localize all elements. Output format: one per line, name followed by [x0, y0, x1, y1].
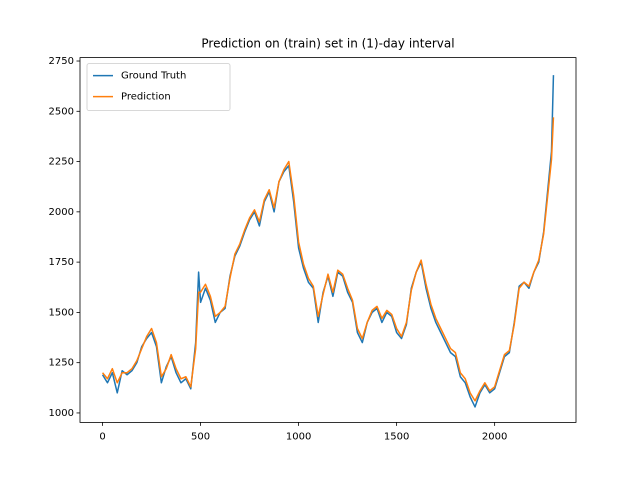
x-tick-label: 0	[99, 431, 105, 442]
x-tick-label: 500	[191, 431, 210, 442]
legend-box	[86, 63, 231, 111]
y-tick-label: 1750	[49, 257, 74, 268]
plot-frame	[79, 57, 577, 423]
y-tick-label: 1000	[49, 408, 74, 419]
y-tick-label: 1250	[49, 358, 74, 369]
chart-title: Prediction on (train) set in (1)-day int…	[201, 37, 454, 51]
legend-label: Ground Truth	[121, 71, 186, 82]
x-tick-label: 1500	[384, 431, 409, 442]
y-tick-label: 2250	[49, 157, 74, 168]
x-tick-label: 2000	[482, 431, 507, 442]
x-tick-label: 1000	[286, 431, 311, 442]
y-tick-label: 2500	[49, 106, 74, 117]
legend-label: Prediction	[121, 92, 171, 103]
y-tick-label: 2750	[49, 56, 74, 67]
y-tick-label: 2000	[49, 207, 74, 218]
y-tick-label: 1500	[49, 307, 74, 318]
data-line	[101, 117, 555, 402]
